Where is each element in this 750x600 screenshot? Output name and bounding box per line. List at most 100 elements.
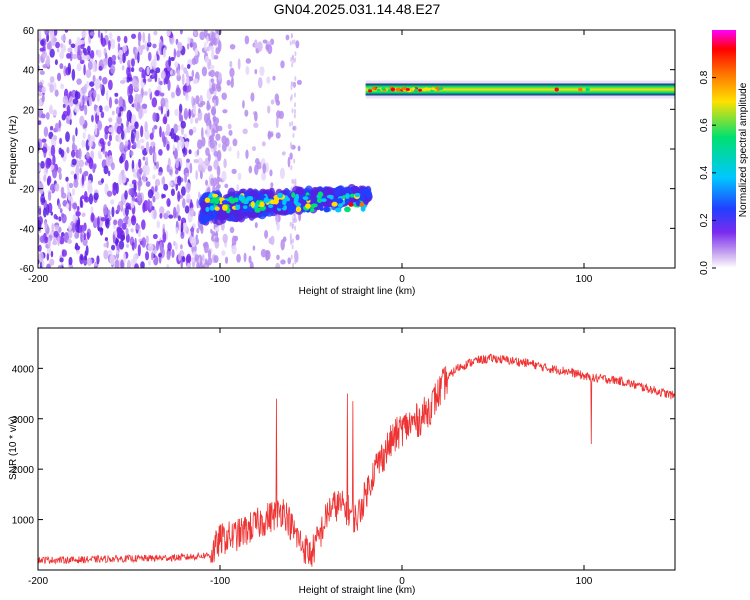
heatmap-noise-cell <box>228 129 233 136</box>
heatmap-noise-cell <box>50 144 56 157</box>
heatmap-noise-cell <box>213 177 218 187</box>
heatmap-noise-cell <box>143 91 148 96</box>
heatmap-noise-cell <box>249 261 254 268</box>
heatmap-band-peak <box>213 197 220 205</box>
heatmap-noise-cell <box>124 159 129 172</box>
heatmap-noise-cell <box>167 79 171 92</box>
heatmap-noise-cell <box>292 55 295 61</box>
heatmap-line-peak <box>438 87 443 91</box>
heatmap-noise-cell <box>75 222 80 234</box>
heatmap-noise-cell <box>142 31 146 43</box>
heatmap-noise-cell <box>191 95 194 106</box>
heatmap-noise-cell <box>87 133 91 142</box>
heatmap-noise-cell <box>107 170 111 177</box>
heatmap-noise-cell <box>292 262 295 268</box>
heatmap-band-peak <box>238 194 245 202</box>
heatmap-noise-cell <box>59 257 64 263</box>
heatmap-noise-cell <box>145 141 150 153</box>
heatmap-noise-cell <box>170 188 175 197</box>
heatmap-noise-cell <box>275 116 279 129</box>
heatmap-band-peak <box>204 197 211 203</box>
heatmap-noise-cell <box>59 208 63 214</box>
heatmap-band-peak <box>305 203 311 209</box>
heatmap-noise-cell <box>237 172 242 181</box>
heatmap-noise-cell <box>60 34 67 42</box>
heatmap-noise-cell <box>192 104 197 115</box>
heatmap-noise-cell <box>185 92 189 101</box>
heatmap-noise-cell <box>155 240 159 251</box>
heatmap-band-peak <box>222 204 228 211</box>
heatmap-noise-cell <box>287 257 292 265</box>
heatmap-noise-cell <box>120 123 124 132</box>
heatmap-noise-cell <box>102 57 108 66</box>
heatmap-noise-cell <box>151 127 155 135</box>
heatmap-noise-cell <box>177 41 183 52</box>
heatmap-noise-cell <box>104 105 110 112</box>
heatmap-noise-cell <box>159 80 163 86</box>
heatmap-noise-cell <box>39 235 45 244</box>
heatmap-noise-cell <box>38 30 42 39</box>
heatmap-noise-cell <box>182 198 186 209</box>
heatmap-noise-cell <box>163 136 167 148</box>
heatmap-noise-cell <box>215 95 219 107</box>
heatmap-noise-cell <box>137 93 143 104</box>
heatmap-noise-cell <box>215 83 221 90</box>
heatmap-band-peak <box>286 201 293 208</box>
heatmap-noise-cell <box>229 60 233 68</box>
heatmap-noise-cell <box>66 119 71 124</box>
heatmap-noise-cell <box>97 30 101 39</box>
heatmap-noise-cell <box>195 95 200 105</box>
heatmap-band-peak <box>219 197 225 202</box>
heatmap-noise-cell <box>132 141 137 149</box>
heatmap-noise-cell <box>148 87 152 94</box>
heatmap-noise-cell <box>275 262 281 268</box>
heatmap-band-peak <box>254 207 261 213</box>
heatmap-noise-cell <box>41 50 48 59</box>
heatmap-noise-cell <box>40 39 45 47</box>
heatmap-noise-cell <box>115 237 119 246</box>
heatmap-noise-cell <box>176 50 181 58</box>
heatmap-noise-cell <box>116 204 121 213</box>
heatmap-noise-cell <box>250 92 255 102</box>
heatmap-noise-cell <box>134 237 137 250</box>
heatmap-noise-cell <box>213 255 219 264</box>
heatmap-noise-cell <box>135 48 138 55</box>
heatmap-noise-cell <box>159 126 162 138</box>
heatmap-noise-cell <box>39 70 45 76</box>
heatmap-noise-cell <box>65 131 70 143</box>
heatmap-noise-cell <box>152 112 157 122</box>
heatmap-band-peak <box>282 199 287 206</box>
heatmap-noise-cell <box>131 33 137 39</box>
colorbar-tick-label: 0.8 <box>699 70 710 84</box>
heatmap-noise-cell <box>154 90 160 97</box>
heatmap-noise-cell <box>294 51 297 57</box>
heatmap-noise-cell <box>138 158 142 169</box>
heatmap-noise-cell <box>95 78 101 89</box>
heatmap-noise-cell <box>289 221 292 227</box>
heatmap-noise-cell <box>294 181 297 187</box>
heatmap-noise-cell <box>99 227 104 236</box>
heatmap-noise-cell <box>272 75 276 81</box>
heatmap-noise-cell <box>175 156 179 169</box>
heatmap-noise-cell <box>205 125 211 138</box>
heatmap-noise-cell <box>68 200 72 212</box>
heatmap-noise-cell <box>43 126 49 137</box>
heatmap-noise-cell <box>210 228 213 234</box>
heatmap-noise-cell <box>207 249 212 259</box>
heatmap-noise-cell <box>140 145 145 151</box>
heatmap-noise-cell <box>228 146 232 152</box>
heatmap-noise-cell <box>144 164 150 176</box>
heatmap-noise-cell <box>223 158 227 169</box>
heatmap-noise-cell <box>280 259 286 265</box>
heatmap-noise-cell <box>139 138 145 144</box>
heatmap-noise-cell <box>232 138 238 147</box>
heatmap-noise-cell <box>86 257 93 267</box>
heatmap-noise-cell <box>56 72 62 82</box>
heatmap-noise-cell <box>197 102 204 108</box>
heatmap-noise-cell <box>295 40 300 49</box>
heatmap-noise-cell <box>294 102 297 108</box>
heatmap-noise-cell <box>290 94 293 100</box>
heatmap-noise-cell <box>292 238 295 244</box>
heatmap-noise-cell <box>131 241 135 251</box>
heatmap-noise-cell <box>151 251 154 261</box>
